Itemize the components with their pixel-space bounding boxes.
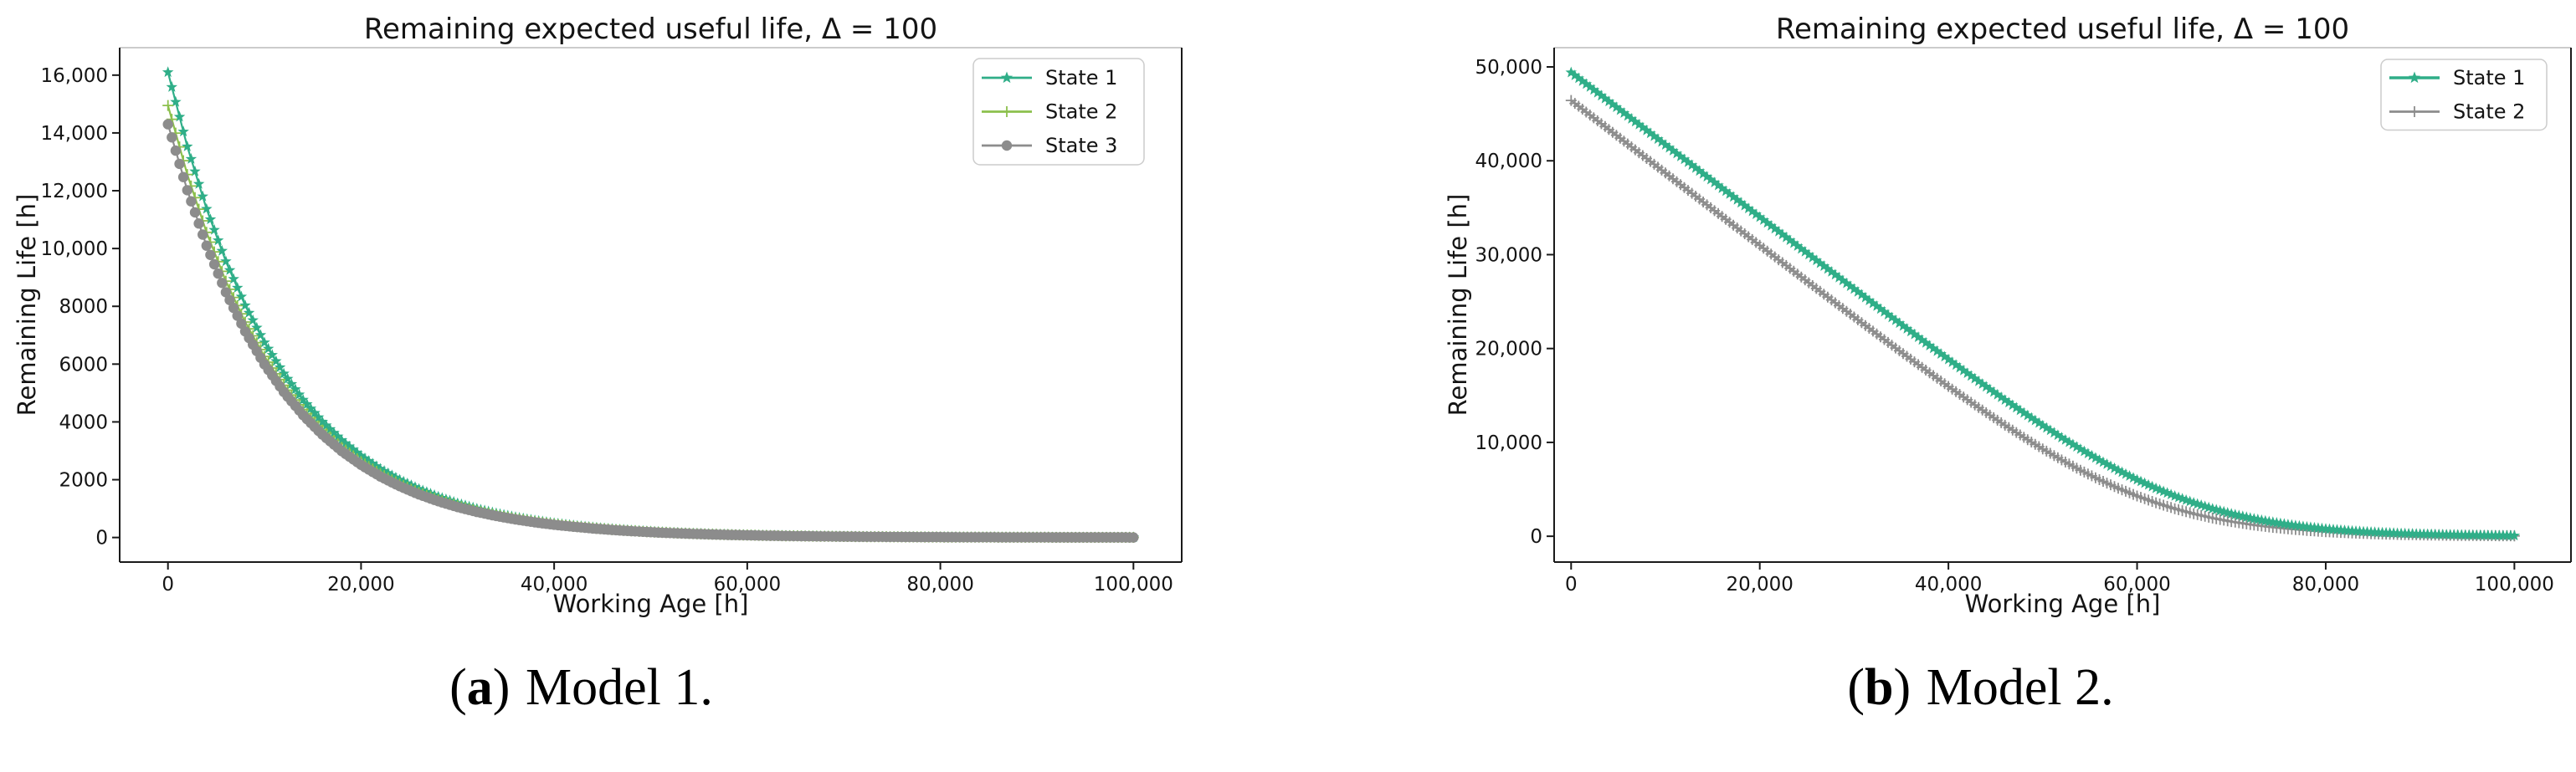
model2-chart: 0 20,000 40,000 60,000 80,000 100,000 0 10,000 2… — [1444, 13, 2572, 618]
svg-text:2000: 2000 — [59, 470, 108, 492]
svg-text:80,000: 80,000 — [2292, 574, 2359, 596]
svg-text:20,000: 20,000 — [327, 574, 394, 596]
svg-text:Working Age [h]: Working Age [h] — [553, 590, 749, 618]
figures-row: 0 20,000 40,000 60,000 80,000 100,000 0 2000 400… — [0, 0, 2576, 718]
svg-text:Remaining expected useful life: Remaining expected useful life, Δ = 100 — [364, 13, 937, 46]
svg-text:30,000: 30,000 — [1475, 244, 1542, 266]
svg-text:State 1: State 1 — [1045, 66, 1117, 89]
svg-text:State 2: State 2 — [2453, 100, 2525, 124]
svg-text:50,000: 50,000 — [1475, 57, 1542, 79]
caption-letter: b — [1865, 659, 1894, 716]
svg-text:State 3: State 3 — [1045, 134, 1117, 157]
svg-text:60,000: 60,000 — [714, 574, 781, 596]
caption-paren-close: ) — [492, 659, 511, 716]
model2-caption: (b) Model 2. — [1337, 658, 2576, 718]
svg-text:6000: 6000 — [59, 354, 108, 376]
svg-text:40,000: 40,000 — [1475, 151, 1542, 172]
caption-paren-open: ( — [449, 659, 467, 716]
svg-text:8000: 8000 — [59, 296, 108, 318]
caption-text: Model 1. — [526, 659, 713, 716]
svg-text:4000: 4000 — [59, 412, 108, 433]
svg-text:100,000: 100,000 — [2475, 574, 2554, 596]
model1-caption: (a) Model 1. — [0, 658, 1225, 718]
svg-text:Remaining Life [h]: Remaining Life [h] — [1444, 194, 1472, 417]
svg-text:0: 0 — [1530, 526, 1542, 548]
svg-text:12,000: 12,000 — [41, 181, 108, 202]
svg-text:0: 0 — [162, 574, 174, 596]
model1-chart: 0 20,000 40,000 60,000 80,000 100,000 0 2000 400… — [13, 13, 1183, 618]
model1-figure: 0 20,000 40,000 60,000 80,000 100,000 0 2000 400… — [0, 0, 1288, 718]
svg-text:60,000: 60,000 — [2103, 574, 2170, 596]
svg-text:Remaining expected useful life: Remaining expected useful life, Δ = 100 — [1776, 13, 2349, 46]
svg-text:80,000: 80,000 — [906, 574, 973, 596]
figure-page: 0 20,000 40,000 60,000 80,000 100,000 0 2000 400… — [0, 0, 2576, 718]
svg-text:10,000: 10,000 — [41, 238, 108, 260]
svg-text:14,000: 14,000 — [41, 123, 108, 145]
svg-text:10,000: 10,000 — [1475, 432, 1542, 454]
svg-text:0: 0 — [1565, 574, 1578, 596]
caption-text: Model 2. — [1926, 659, 2114, 716]
svg-text:Working Age [h]: Working Age [h] — [1965, 590, 2161, 618]
svg-text:State 2: State 2 — [1045, 100, 1117, 124]
svg-text:40,000: 40,000 — [1915, 574, 1982, 596]
model2-figure: 0 20,000 40,000 60,000 80,000 100,000 0 10,000 2… — [1288, 0, 2576, 718]
caption-paren-close: ) — [1893, 659, 1911, 716]
svg-text:100,000: 100,000 — [1094, 574, 1173, 596]
caption-letter: a — [466, 659, 493, 716]
svg-text:20,000: 20,000 — [1726, 574, 1793, 596]
svg-text:40,000: 40,000 — [521, 574, 588, 596]
svg-text:0: 0 — [95, 528, 108, 550]
caption-paren-open: ( — [1847, 659, 1865, 716]
svg-text:20,000: 20,000 — [1475, 339, 1542, 360]
svg-text:State 1: State 1 — [2453, 66, 2525, 89]
svg-text:Remaining Life [h]: Remaining Life [h] — [13, 194, 41, 417]
svg-text:16,000: 16,000 — [41, 65, 108, 87]
